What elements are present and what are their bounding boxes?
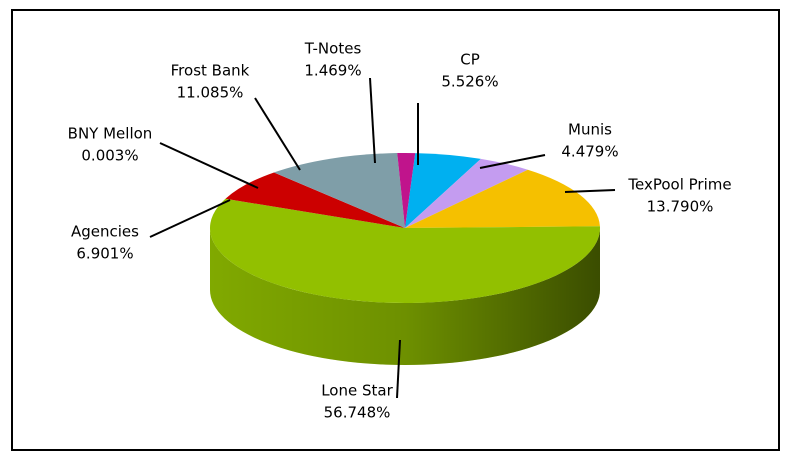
slice-label: TexPool Prime (627, 176, 731, 194)
slice (405, 153, 481, 228)
slice (225, 172, 405, 228)
slice (209, 198, 601, 304)
slice-value-label: 11.085% (177, 84, 244, 102)
slice-value-label: 4.479% (561, 143, 618, 161)
slice (274, 172, 405, 228)
slice-label: Munis (568, 121, 612, 139)
slice-value-label: 6.901% (76, 245, 133, 263)
leader-line (396, 339, 401, 399)
leader-line (159, 142, 259, 189)
slice-label: BNY Mellon (68, 125, 153, 143)
slice (397, 153, 416, 228)
slice-label: CP (460, 51, 480, 69)
slice (405, 158, 528, 228)
leader-line (479, 154, 546, 169)
slice-value-label: 5.526% (441, 73, 498, 91)
leader-line (564, 189, 616, 193)
slice (405, 169, 600, 228)
slice-value-label: 13.790% (647, 198, 714, 216)
slice-label: Lone Star (321, 382, 393, 400)
rim-shade (210, 228, 600, 365)
slice-label: T-Notes (304, 40, 362, 58)
slice-label: Agencies (71, 223, 139, 241)
leader-line (254, 97, 301, 171)
slice-value-label: 0.003% (81, 147, 138, 165)
slice (274, 153, 405, 228)
slice-value-label: 1.469% (304, 62, 361, 80)
leader-line (369, 77, 376, 164)
leader-line (149, 199, 231, 238)
slice-value-label: 56.748% (324, 404, 391, 422)
slice-label: Frost Bank (171, 62, 250, 80)
